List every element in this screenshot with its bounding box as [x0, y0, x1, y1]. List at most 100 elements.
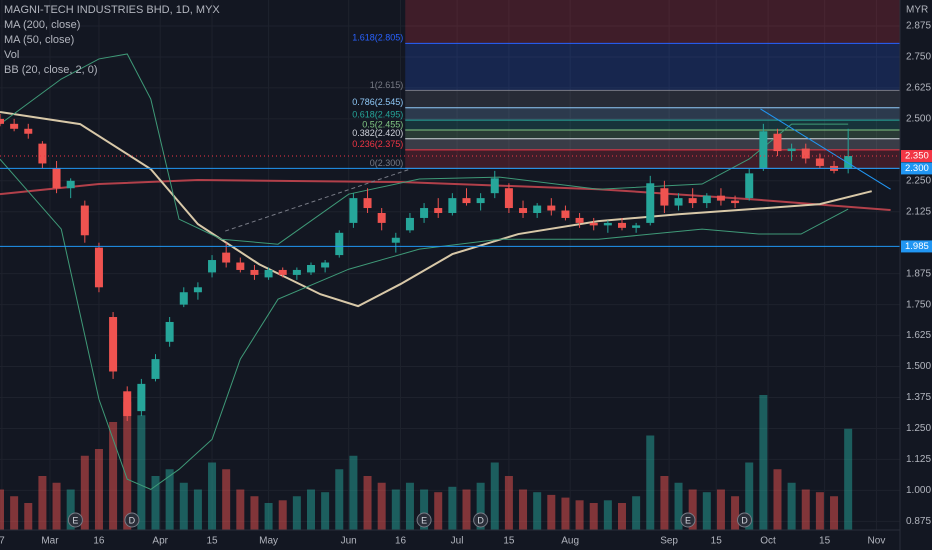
- volume-bar: [745, 462, 754, 530]
- volume-bar: [405, 482, 414, 530]
- fib-label: 0.618(2.495): [352, 109, 403, 119]
- volume-bar: [504, 476, 513, 530]
- volume-bar: [193, 489, 202, 530]
- x-tick-label: 15: [711, 536, 723, 547]
- volume-bar: [109, 422, 118, 530]
- candle-body: [801, 148, 810, 159]
- candle-body: [434, 208, 443, 213]
- volume-bar: [38, 476, 47, 530]
- y-tick-label: 2.125: [906, 206, 931, 217]
- candle-body: [688, 198, 697, 204]
- candle-body: [603, 222, 612, 226]
- volume-bar: [830, 496, 839, 530]
- x-tick-label: 7: [0, 536, 5, 547]
- event-marker: [124, 512, 140, 528]
- y-tick-label: 2.750: [906, 52, 931, 63]
- candle-body: [391, 237, 400, 243]
- trend-line: [760, 108, 891, 190]
- candle-body: [476, 198, 485, 204]
- volume-bar: [448, 486, 457, 530]
- volume-bar: [674, 482, 683, 530]
- candle-body: [547, 205, 556, 211]
- volume-bar: [660, 476, 669, 530]
- candle-body: [405, 217, 414, 231]
- candle-body: [674, 198, 683, 206]
- y-tick-label: 1.125: [906, 454, 931, 465]
- candle-body: [0, 118, 4, 124]
- indicator: BB (20, close, 2, 0): [4, 64, 98, 76]
- volume-bar: [716, 489, 725, 530]
- candle-body: [660, 188, 669, 206]
- volume-bar: [632, 496, 641, 530]
- volume-bar: [24, 503, 33, 530]
- candle-body: [321, 262, 330, 268]
- candle-body: [490, 178, 499, 194]
- volume-bar: [66, 489, 75, 530]
- candle-body: [292, 269, 301, 275]
- fib-zone: [405, 90, 900, 108]
- fib-zone: [405, 43, 900, 91]
- volume-bar: [420, 489, 429, 530]
- candle-body: [844, 156, 853, 169]
- candle-body: [519, 208, 528, 213]
- x-tick-label: 15: [503, 536, 515, 547]
- volume-bar: [179, 482, 188, 530]
- volume-bar: [702, 492, 711, 530]
- volume-bar: [391, 489, 400, 530]
- fib-label: 1.618(2.805): [352, 33, 403, 43]
- candle-body: [236, 262, 245, 270]
- x-tick-label: Jul: [451, 536, 464, 547]
- candle-body: [702, 195, 711, 204]
- candle-body: [179, 292, 188, 305]
- fib-label: 0.786(2.545): [352, 97, 403, 107]
- indicator-line: [0, 158, 849, 490]
- volume-bar: [844, 428, 853, 530]
- x-tick-label: Sep: [660, 536, 678, 547]
- y-tick-label: 1.000: [906, 485, 931, 496]
- volume-bar: [377, 482, 386, 530]
- price-tag: [901, 150, 932, 163]
- candle-body: [420, 208, 429, 218]
- candle-body: [24, 128, 33, 134]
- candle-body: [363, 198, 372, 209]
- volume-bar: [773, 469, 782, 530]
- candle-body: [123, 391, 132, 417]
- volume-bar: [222, 469, 231, 530]
- x-tick-label: Oct: [760, 536, 776, 547]
- currency: MYR: [906, 5, 928, 16]
- event-label: D: [129, 515, 136, 525]
- candle-body: [335, 232, 344, 256]
- fib-zone: [405, 149, 900, 169]
- volume-bar: [617, 503, 626, 530]
- fib-zone: [405, 107, 900, 121]
- y-tick-label: 2.250: [906, 175, 931, 186]
- candle-body: [448, 198, 457, 213]
- candle-body: [745, 173, 754, 199]
- event-marker: [416, 512, 432, 528]
- x-tick-label: Jun: [341, 536, 357, 547]
- candle-body: [208, 260, 217, 273]
- candle-body: [109, 317, 118, 372]
- candle-body: [787, 148, 796, 152]
- candle-body: [617, 222, 626, 228]
- fib-label: 0.382(2.420): [352, 128, 403, 138]
- candle-body: [193, 287, 202, 293]
- y-tick-label: 1.750: [906, 299, 931, 310]
- y-tick-label: 1.625: [906, 330, 931, 341]
- fib-label: 0.5(2.455): [362, 119, 403, 129]
- volume-bar: [292, 496, 301, 530]
- volume-bar: [264, 503, 273, 530]
- volume-bar: [208, 462, 217, 530]
- fib-zone: [405, 130, 900, 139]
- candle-body: [759, 131, 768, 169]
- x-tick-label: Mar: [41, 536, 59, 547]
- y-tick-label: 2.625: [906, 83, 931, 94]
- volume-bar: [688, 489, 697, 530]
- candle-body: [504, 188, 513, 209]
- candle-body: [575, 217, 584, 223]
- candle-body: [377, 212, 386, 223]
- candle-body: [10, 123, 19, 129]
- candle-body: [349, 198, 358, 223]
- price-tag: [901, 240, 932, 253]
